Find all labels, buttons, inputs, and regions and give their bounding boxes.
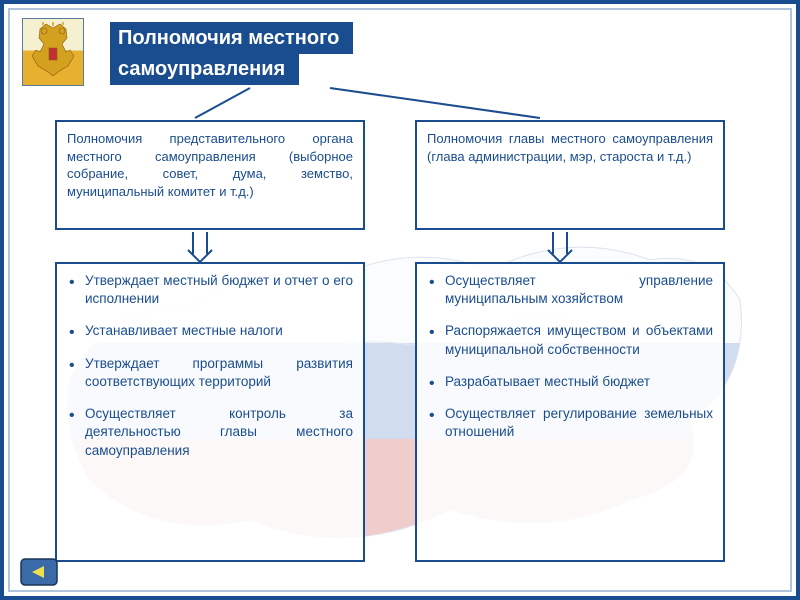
list-item: Утверждает программы развития соответств…	[67, 355, 353, 391]
back-arrow-icon	[20, 558, 58, 586]
box-head-list: Осуществляет управление муниципальным хо…	[415, 262, 725, 562]
box-rep-body-text: Полномочия представительного органа мест…	[67, 131, 353, 199]
back-button[interactable]	[20, 558, 58, 586]
title-line-1: Полномочия местного	[110, 22, 353, 54]
list-item: Разрабатывает местный бюджет	[427, 373, 713, 391]
list-item: Осуществляет контроль за деятельностью г…	[67, 405, 353, 460]
list-item: Утверждает местный бюджет и отчет о его …	[67, 272, 353, 308]
box-rep-body-powers: Полномочия представительного органа мест…	[55, 120, 365, 230]
list-rep-body: Утверждает местный бюджет и отчет о его …	[67, 272, 353, 460]
box-head-text: Полномочия главы местного самоуправления…	[427, 131, 713, 164]
list-item: Осуществляет регулирование земельных отн…	[427, 405, 713, 441]
state-emblem-icon	[22, 18, 84, 86]
page-title: Полномочия местного самоуправления	[110, 22, 353, 85]
list-item: Устанавливает местные налоги	[67, 322, 353, 340]
box-rep-body-list: Утверждает местный бюджет и отчет о его …	[55, 262, 365, 562]
list-item: Осуществляет управление муниципальным хо…	[427, 272, 713, 308]
box-head-powers: Полномочия главы местного самоуправления…	[415, 120, 725, 230]
title-line-2: самоуправления	[110, 53, 299, 85]
list-head: Осуществляет управление муниципальным хо…	[427, 272, 713, 442]
list-item: Распоряжается имуществом и объектами мун…	[427, 322, 713, 358]
